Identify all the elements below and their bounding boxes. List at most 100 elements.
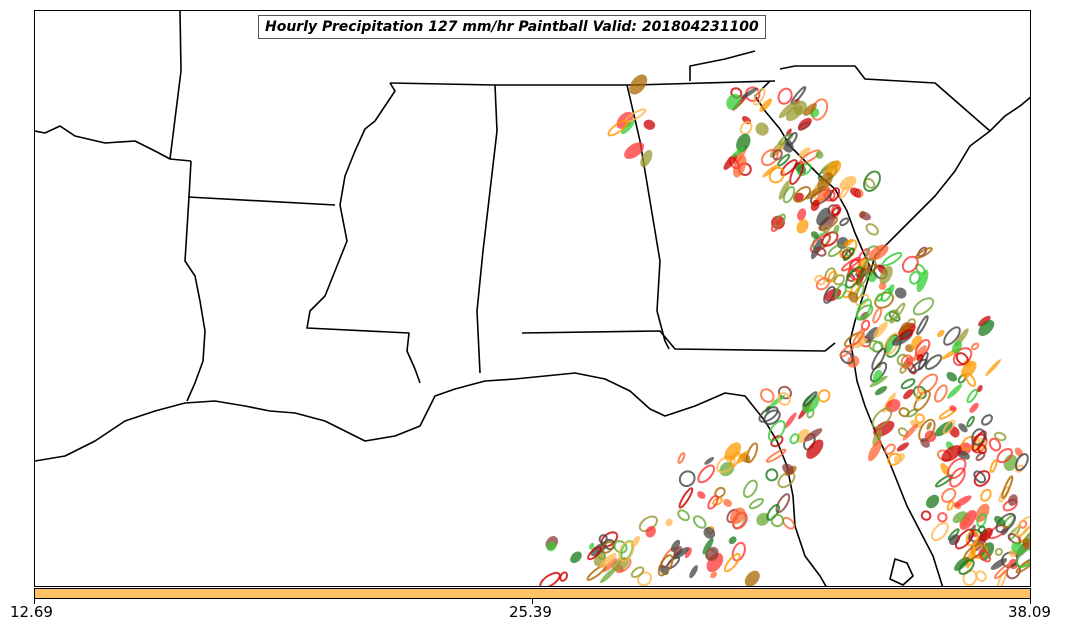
paintball-contour [630, 566, 645, 579]
paintball-contour [924, 354, 943, 370]
paintball-contour [937, 512, 948, 523]
paintball-contour [978, 549, 992, 563]
paintball-contour [759, 388, 775, 403]
paintball-contour [804, 428, 823, 442]
paintball-contour [742, 479, 758, 498]
paintball-contour [1015, 547, 1030, 568]
paintball-contour [871, 407, 893, 429]
paintball-contour [920, 437, 930, 448]
paintball-contour [934, 384, 948, 403]
paintball-contour [977, 385, 983, 393]
paintball-contour [973, 470, 991, 487]
paintball-contour [624, 142, 645, 159]
paintball-contour [759, 98, 773, 112]
nc-sc-border [779, 65, 991, 132]
paintball-contour [637, 571, 653, 586]
paintball-contour [946, 371, 958, 382]
paintball-contour [973, 470, 987, 484]
paintball-contour [941, 445, 962, 462]
paintball-contour [797, 208, 807, 221]
paintball-contour [785, 105, 803, 122]
paintball-contour [678, 487, 694, 509]
paintball-contour [969, 402, 979, 413]
paintball-contour [951, 340, 963, 354]
florida-east-coast [852, 355, 944, 586]
paintball-contour [810, 231, 820, 239]
paintball-contour [797, 121, 811, 131]
paintball-contour [859, 211, 872, 221]
paintball-contour [665, 518, 673, 527]
colorbar-tick-mid [532, 598, 533, 604]
paintball-contour [954, 528, 975, 550]
paintball-contour [827, 244, 844, 258]
paintball-contour [559, 571, 569, 582]
paintball-contour [817, 389, 831, 403]
paintball-contour [712, 497, 723, 506]
paintball-contour [736, 133, 751, 152]
paintball-contour [912, 297, 935, 316]
paintball-contour [702, 537, 714, 555]
paintball-contour [707, 494, 719, 510]
paintball-contour [816, 207, 831, 226]
paintball-contour [871, 347, 886, 371]
paintball-contour [985, 359, 1002, 377]
paintball-contour [881, 252, 903, 267]
paintball-contour [873, 321, 888, 339]
paintball-contour [949, 405, 957, 412]
paintball-contour [602, 558, 618, 573]
paintball-contour [926, 421, 932, 431]
paintball-contour [723, 498, 733, 507]
paintball-contour [946, 457, 967, 480]
paintball-contour [978, 315, 991, 327]
tennessee-nc-border [689, 50, 756, 81]
paintball-contour [803, 103, 817, 116]
atlantic-coast-northeast [849, 96, 1030, 357]
paintball-contour [958, 559, 975, 575]
paintball-contour [868, 244, 889, 261]
colorbar-label-min: 12.69 [10, 603, 53, 621]
paintball-contour [855, 293, 870, 307]
paintball-contour [629, 74, 648, 95]
paintball-contour [916, 269, 929, 293]
paintball-contour [539, 571, 561, 586]
colorbar-label-max: 38.09 [1008, 603, 1051, 621]
paintball-contour [1015, 464, 1024, 473]
paintball-contour [1015, 453, 1029, 472]
paintball-contour [601, 541, 615, 554]
paintball-contour [925, 494, 940, 509]
paintball-contour [618, 540, 635, 562]
paintball-contour [815, 186, 831, 204]
paintball-contour [731, 146, 745, 158]
paintball-contour [607, 119, 629, 137]
paintball-contour [900, 378, 916, 390]
paintball-contour [773, 213, 786, 228]
paintball-contour [834, 283, 847, 300]
paintball-contour [643, 119, 656, 130]
paintball-contour [677, 509, 691, 522]
paintball-contour [1015, 557, 1030, 574]
paintball-contour [752, 87, 766, 106]
paintball-contour [901, 255, 919, 273]
paintball-contour [831, 206, 842, 216]
paintball-contour [960, 360, 977, 378]
paintball-contour [784, 412, 797, 429]
paintball-contour [914, 339, 931, 358]
paintball-contour [729, 507, 746, 525]
paintball-contour [777, 153, 791, 167]
paintball-contour [916, 353, 924, 362]
paintball-contour [884, 309, 899, 322]
paintball-contour [868, 439, 882, 462]
paintball-contour [778, 101, 797, 119]
paintball-contour [872, 429, 883, 447]
paintball-contour [697, 464, 716, 484]
paintball-contour [839, 343, 855, 358]
paintball-contour [842, 247, 855, 262]
paintball-contour [993, 431, 1007, 442]
paintball-contour [744, 86, 761, 102]
paintball-contour [946, 500, 955, 511]
paintball-contour [833, 274, 846, 286]
paintball-contour [913, 390, 931, 412]
paintball-contour [692, 515, 707, 529]
map-panel [34, 10, 1031, 587]
paintball-contour [772, 149, 783, 161]
